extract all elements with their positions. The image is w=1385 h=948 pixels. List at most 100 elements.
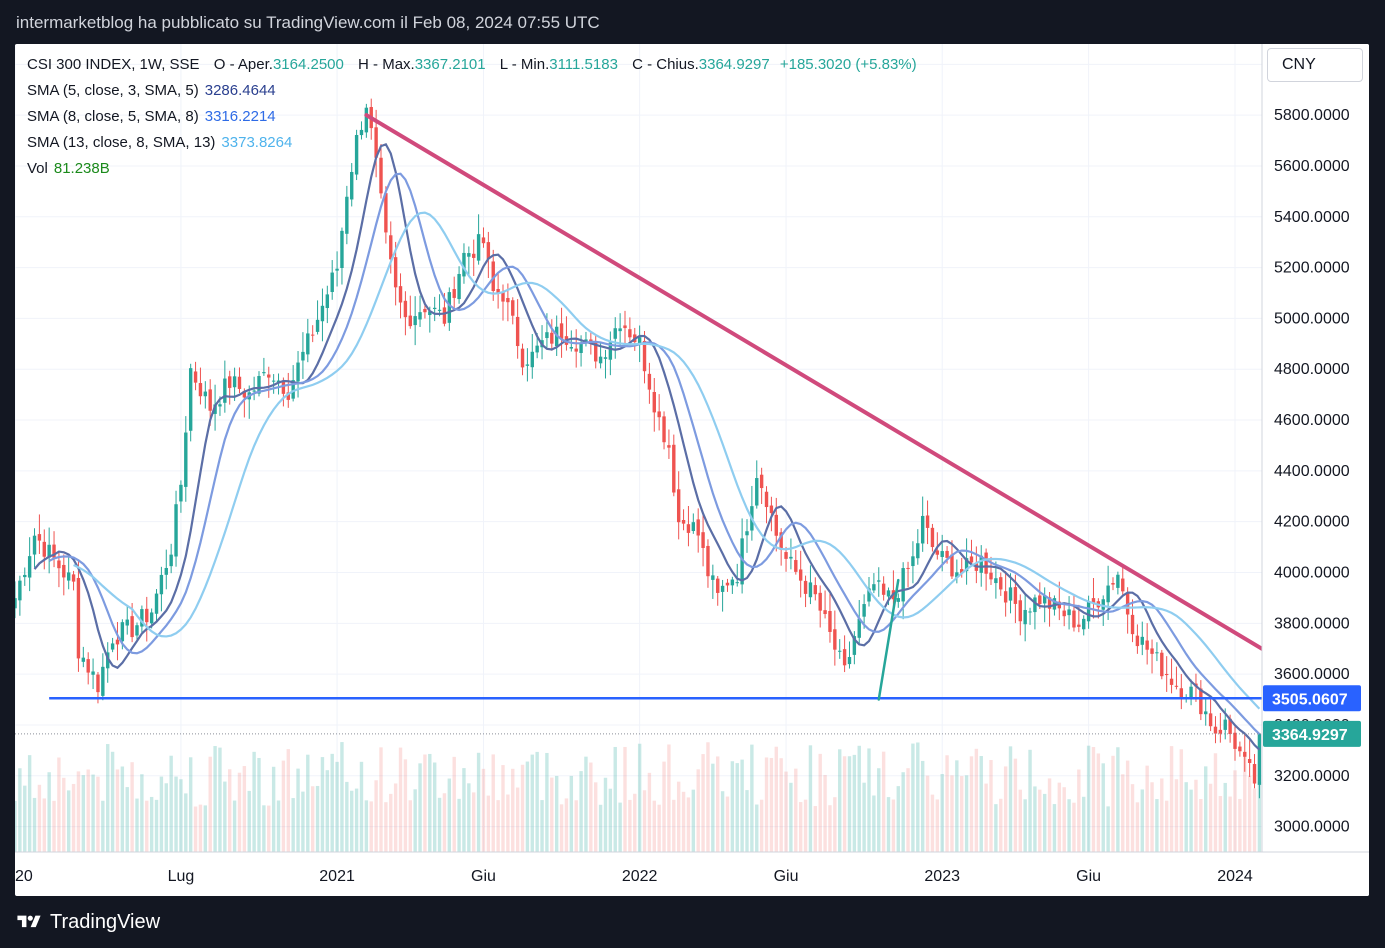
candle-body [740,538,744,585]
candle [1028,607,1032,625]
low-value: 3111.5183 [549,56,618,73]
candle [803,575,808,608]
volume-bar [1111,755,1115,852]
candle [467,246,471,277]
sma8-row[interactable]: SMA (8, close, 5, SMA, 8) 3316.2214 [27,104,917,130]
symbol-label[interactable]: CSI 300 INDEX, 1W, SSE [27,56,200,73]
candle [115,622,120,661]
rebound-segment [877,578,900,701]
volume-bar [818,753,822,852]
volume-bar [676,781,681,852]
volume-bar [359,761,364,852]
volume-bar [1252,788,1257,852]
candle-body [418,312,422,320]
chart-panel[interactable]: 5800.0000 5600.0000 5400.0000 5200.0000 5000… [15,44,1369,896]
volume-bar [1233,770,1237,852]
volume-row[interactable]: Vol 81.238B [27,156,917,182]
volume-bar [62,777,66,852]
last-price-tag: 3364.9297 [1263,720,1361,747]
volume-bar [789,782,793,852]
candle [838,639,842,659]
candle [228,370,232,405]
candle [481,227,486,248]
candle-body [462,252,466,277]
candle-body [881,583,886,595]
volume-bar [838,749,842,852]
candle [925,500,930,545]
candle-body [110,643,115,650]
candle [1174,666,1179,690]
price-chart[interactable]: 5800.0000 5600.0000 5400.0000 5200.0000 5000… [15,44,1369,896]
candle [559,307,564,358]
sma8-value: 3316.2214 [204,108,276,125]
candle-body [340,230,344,269]
candle [462,243,466,284]
candle [486,231,491,278]
volume-bar [398,747,403,852]
candle-body [818,592,822,611]
candle-body [145,608,149,623]
candle-body [525,364,530,366]
candle-body [852,636,857,655]
candle [1247,739,1252,777]
candle-body [857,618,861,638]
candle [676,471,681,540]
candle [281,377,286,407]
volume-bar [27,755,32,852]
candle-body [286,392,290,400]
volume-bar [42,798,46,852]
volume-bar [559,804,564,852]
volume-bar [764,757,769,852]
volume-bar [1003,766,1008,852]
candle-body [1018,600,1022,622]
volume-bar [613,746,617,852]
candle [1038,582,1042,609]
candle-body [808,582,813,598]
candle [1003,571,1008,617]
candle-body [1228,718,1232,735]
volume-bar [1106,806,1110,852]
candle [66,554,71,590]
candle-body [618,328,622,332]
candle [242,388,247,418]
candle-body [281,380,286,394]
time-tick-label: Giu [1076,868,1101,885]
currency-button[interactable]: CNY [1267,48,1363,82]
low-label: L - Min. [499,56,550,73]
candle-body [842,649,847,666]
candle-body [491,261,495,292]
volume-bar [145,800,149,852]
volume-bar [1184,782,1188,852]
sma5-row[interactable]: SMA (5, close, 3, SMA, 5) 3286.4644 [27,78,917,104]
candle-body [716,578,720,593]
candle-body [672,444,676,493]
candle [813,577,818,601]
chart-legend: CSI 300 INDEX, 1W, SSE O - Aper.3164.250… [27,52,917,182]
sma13-row[interactable]: SMA (13, close, 8, SMA, 13) 3373.8264 [27,130,917,156]
volume-bar [1101,763,1105,852]
candle-body [896,598,900,602]
candle [808,565,813,605]
volume-bar [208,756,212,852]
sma5-value: 3286.4644 [204,82,276,99]
volume-bar [325,770,330,852]
volume-bar [1223,782,1227,852]
candle [686,505,691,547]
candle-body [759,474,764,489]
candle [594,335,598,369]
candle [511,297,515,325]
candle-body [725,582,730,586]
volume-bar [286,749,290,852]
candle-body [515,316,520,347]
volume-bar [262,805,266,852]
candle-body [838,650,842,652]
candle [828,591,832,643]
candle [1164,656,1169,692]
volume-bar [228,769,232,852]
volume-bar [1155,799,1159,852]
candle-body [330,272,334,293]
candle-body [1008,587,1013,601]
candle [769,496,774,532]
candle-body [950,554,954,577]
candle [1238,741,1242,757]
